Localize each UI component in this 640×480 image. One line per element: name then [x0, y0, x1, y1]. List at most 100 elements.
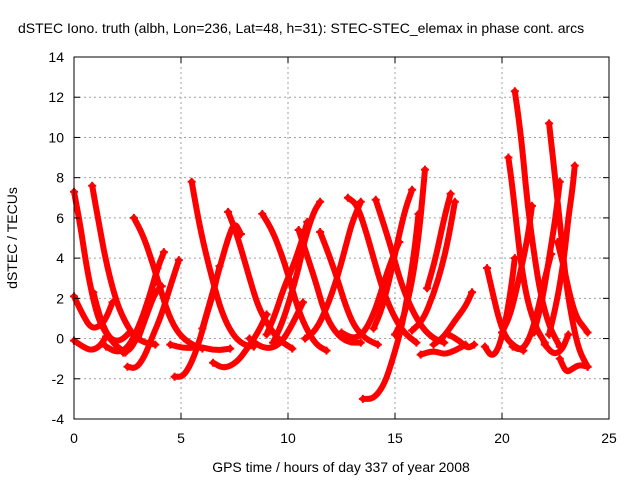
point-marker — [583, 362, 592, 371]
point-marker — [530, 328, 539, 337]
point-marker — [89, 288, 98, 297]
series-arc37 — [505, 154, 548, 346]
point-marker — [198, 324, 207, 333]
point-marker — [545, 330, 554, 339]
point-marker — [187, 177, 196, 186]
x-tick-label: 10 — [280, 430, 296, 446]
point-marker — [420, 165, 429, 174]
point-marker — [322, 346, 331, 355]
point-marker — [337, 328, 346, 337]
point-marker — [123, 362, 132, 371]
point-marker — [553, 238, 562, 247]
point-marker — [288, 344, 297, 353]
y-tick-label: 14 — [48, 49, 64, 65]
x-tick-label: 15 — [387, 430, 403, 446]
x-tick-label: 20 — [494, 430, 510, 446]
series-arc30 — [409, 198, 458, 334]
point-marker — [226, 344, 235, 353]
point-marker — [470, 340, 479, 349]
data-series — [70, 87, 592, 403]
point-marker — [545, 119, 554, 128]
y-tick-label: -2 — [52, 371, 65, 387]
series-arc31 — [424, 190, 454, 292]
series-arc20 — [270, 198, 324, 346]
series-arc15 — [210, 311, 270, 371]
y-tick-label: 6 — [56, 210, 64, 226]
series-arc05 — [90, 289, 133, 344]
y-tick-label: 8 — [56, 170, 64, 186]
point-marker — [510, 87, 519, 96]
point-marker — [412, 338, 421, 347]
point-marker — [468, 288, 477, 297]
series-arc46 — [556, 355, 591, 375]
point-marker — [258, 209, 267, 218]
axis-ticks: 0 5 10 15 20 25 -4 -2 0 2 4 6 8 10 12 14 — [48, 49, 617, 446]
point-marker — [480, 342, 489, 351]
point-marker — [301, 334, 310, 343]
series-arc45 — [554, 239, 591, 336]
point-marker — [564, 330, 573, 339]
y-tick-label: 10 — [48, 129, 64, 145]
series-arc13 — [167, 341, 234, 353]
point-marker — [504, 153, 513, 162]
point-marker — [540, 340, 549, 349]
x-tick-label: 0 — [70, 430, 78, 446]
series-arc43 — [546, 162, 578, 338]
point-marker — [157, 282, 166, 291]
point-marker — [483, 264, 492, 273]
point-marker — [245, 334, 254, 343]
point-marker — [555, 177, 564, 186]
point-marker — [151, 340, 160, 349]
point-marker — [224, 207, 233, 216]
point-marker — [356, 338, 365, 347]
point-marker — [170, 372, 179, 381]
point-marker — [298, 298, 307, 307]
x-tick-label: 25 — [601, 430, 617, 446]
point-marker — [371, 195, 380, 204]
series-arc41 — [546, 120, 591, 370]
x-axis-label: GPS time / hours of day 337 of year 2008 — [212, 459, 470, 475]
x-tick-label: 5 — [177, 430, 185, 446]
point-marker — [102, 342, 111, 351]
point-marker — [508, 342, 517, 351]
y-tick-label: 0 — [56, 331, 64, 347]
y-axis-label: dSTEC / TECUs — [4, 187, 20, 289]
series-arc08 — [120, 249, 167, 356]
series-arc25 — [338, 239, 403, 341]
point-marker — [125, 328, 134, 337]
point-marker — [369, 324, 378, 333]
point-marker — [343, 193, 352, 202]
point-marker — [166, 340, 175, 349]
series-arc09 — [124, 257, 182, 371]
series-arc32 — [417, 341, 469, 358]
point-marker — [498, 328, 506, 337]
point-marker — [316, 227, 325, 236]
point-marker — [88, 181, 97, 190]
point-marker — [429, 340, 438, 349]
point-marker — [262, 330, 271, 339]
point-marker — [408, 326, 417, 335]
y-tick-label: -4 — [52, 411, 65, 427]
point-marker — [294, 225, 303, 234]
plot-frame — [73, 56, 610, 420]
point-marker — [174, 256, 183, 265]
point-marker — [446, 189, 455, 198]
point-marker — [450, 197, 459, 206]
point-marker — [583, 328, 592, 337]
series-arc29 — [359, 210, 422, 402]
point-marker — [134, 334, 143, 343]
series-arc33 — [430, 289, 475, 348]
series-arc38 — [511, 88, 563, 350]
point-marker — [119, 348, 128, 357]
point-marker — [416, 350, 425, 359]
point-marker — [356, 197, 365, 206]
point-marker — [555, 354, 564, 363]
series-arc21 — [295, 227, 364, 346]
series-arc17 — [246, 299, 306, 351]
point-marker — [444, 330, 453, 339]
point-marker — [423, 284, 432, 293]
chart-title: dSTEC Iono. truth (albh, Lon=236, Lat=48… — [18, 20, 584, 36]
series-arc27 — [370, 186, 416, 332]
point-marker — [316, 197, 325, 206]
